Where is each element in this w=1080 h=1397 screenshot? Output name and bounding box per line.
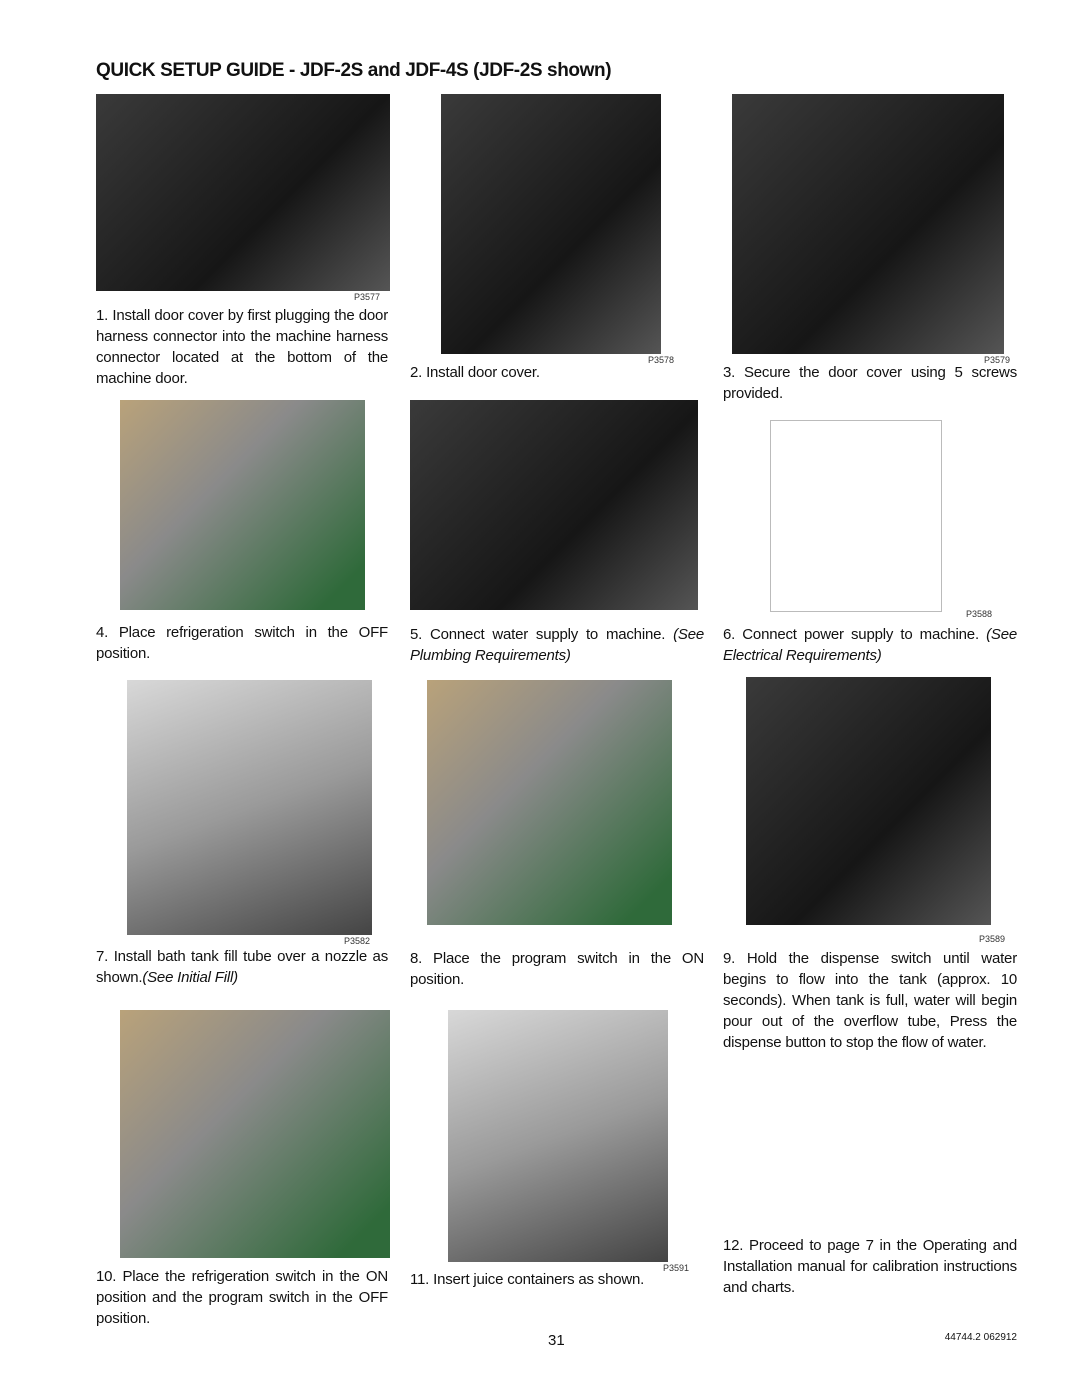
step-text: 12. Proceed to page 7 in the Operating a… bbox=[723, 1237, 1017, 1296]
photo-label: P3578 bbox=[648, 355, 675, 365]
step-text: 7. Install bath tank fill tube over a no… bbox=[96, 948, 388, 986]
step: 6. Connect power supply to machine. (See… bbox=[723, 624, 1017, 666]
step-reference: (See Electrical Requirements) bbox=[723, 626, 1018, 664]
title: QUICK SETUP GUIDE - JDF-2S and JDF-4S (J… bbox=[96, 60, 612, 81]
photo bbox=[441, 94, 661, 354]
step-text: 9. Hold the dispense switch until water … bbox=[723, 950, 1017, 1051]
document-id: 44744.2 062912 bbox=[944, 1332, 1017, 1343]
photo bbox=[410, 400, 698, 610]
step: 12. Proceed to page 7 in the Operating a… bbox=[723, 1235, 1017, 1298]
photo bbox=[746, 677, 991, 925]
step: 8. Place the program switch in the ON po… bbox=[410, 948, 704, 990]
photo bbox=[448, 1010, 668, 1262]
step: 3. Secure the door cover using 5 screws … bbox=[723, 362, 1017, 404]
step: 1. Install door cover by first plugging … bbox=[96, 305, 388, 389]
step-text: 5. Connect water supply to machine. bbox=[410, 626, 666, 643]
photo bbox=[127, 680, 372, 935]
photo bbox=[120, 400, 365, 610]
step-text: 8. Place the program switch in the ON po… bbox=[410, 950, 704, 988]
step: 10. Place the refrigeration switch in th… bbox=[96, 1266, 388, 1329]
photo bbox=[96, 94, 390, 291]
illustration bbox=[770, 420, 942, 612]
step-text: 3. Secure the door cover using 5 screws … bbox=[723, 364, 1017, 402]
step: 9. Hold the dispense switch until water … bbox=[723, 948, 1017, 1053]
step-text: 4. Place refrigeration switch in the OFF… bbox=[96, 624, 388, 662]
step-reference: (See Plumbing Requirements) bbox=[410, 626, 704, 664]
photo-label: P3582 bbox=[344, 936, 371, 946]
photo-label: P3577 bbox=[354, 292, 381, 302]
step-reference: (See Initial Fill) bbox=[142, 969, 238, 986]
photo bbox=[120, 1010, 390, 1258]
step-text: 6. Connect power supply to machine. bbox=[723, 626, 979, 643]
step-text: 11. Insert juice containers as shown. bbox=[410, 1271, 645, 1288]
step: 5. Connect water supply to machine. (See… bbox=[410, 624, 704, 666]
photo-label: P3588 bbox=[966, 609, 993, 619]
step: 2. Install door cover. bbox=[410, 362, 700, 383]
page-number: 31 bbox=[548, 1332, 565, 1349]
step: 11. Insert juice containers as shown. bbox=[410, 1269, 680, 1290]
photo-label: P3591 bbox=[663, 1263, 690, 1273]
step-text: 2. Install door cover. bbox=[410, 364, 540, 381]
photo bbox=[732, 94, 1004, 354]
photo-label: P3589 bbox=[979, 934, 1006, 944]
step-text: 1. Install door cover by first plugging … bbox=[96, 307, 388, 387]
photo bbox=[427, 680, 672, 925]
step: 7. Install bath tank fill tube over a no… bbox=[96, 946, 388, 988]
photo-label: P3579 bbox=[984, 355, 1011, 365]
step-text: 10. Place the refrigeration switch in th… bbox=[96, 1268, 388, 1327]
step: 4. Place refrigeration switch in the OFF… bbox=[96, 622, 388, 664]
